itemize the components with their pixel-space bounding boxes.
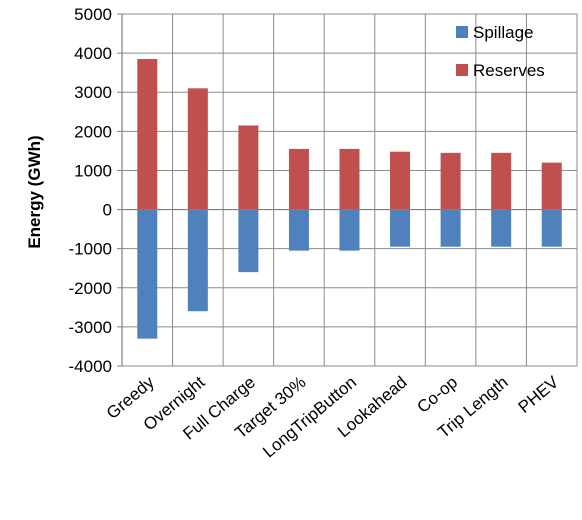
bar-reserves-3 (288, 148, 309, 210)
bar-reserves-8 (541, 162, 562, 210)
y-tick-label: 4000 (74, 44, 112, 63)
bar-spillage-6 (440, 209, 461, 247)
axes (117, 13, 577, 367)
bar-spillage-5 (390, 209, 411, 247)
bar-reserves-0 (137, 58, 158, 210)
bar-reserves-1 (187, 88, 208, 210)
y-tick-labels: 5000 4000 3000 2000 1000 0 -1000 -2000 -3000 -400… (69, 5, 112, 376)
y-tick-label: -4000 (69, 357, 112, 376)
bar-spillage-3 (288, 209, 309, 251)
y-tick-label: 2000 (74, 122, 112, 141)
x-tick-label: PHEV (515, 372, 563, 417)
y-tick-label: 1000 (74, 161, 112, 180)
bar-reserves-6 (440, 152, 461, 210)
y-tick-label: -1000 (69, 240, 112, 259)
bar-spillage-7 (491, 209, 512, 247)
bar-reserves-7 (491, 152, 512, 210)
bar-spillage-8 (541, 209, 562, 247)
bar-spillage-2 (238, 209, 259, 273)
y-tick-label: -2000 (69, 279, 112, 298)
y-tick-label: 0 (103, 201, 112, 220)
bars (137, 58, 562, 339)
legend-swatch-reserves (456, 64, 468, 76)
bar-reserves-2 (238, 125, 259, 210)
y-tick-label: 3000 (74, 83, 112, 102)
y-tick-label: -3000 (69, 318, 112, 337)
legend-label-reserves: Reserves (473, 61, 545, 80)
bar-spillage-1 (187, 209, 208, 312)
bar-spillage-0 (137, 209, 158, 339)
legend-label-spillage: Spillage (473, 23, 534, 42)
bar-reserves-4 (339, 148, 360, 210)
legend-swatch-spillage (456, 26, 468, 38)
y-tick-label: 5000 (74, 5, 112, 24)
y-axis-label: Energy (GWh) (25, 135, 44, 248)
bar-spillage-4 (339, 209, 360, 251)
legend: Spillage Reserves (456, 23, 545, 80)
bar-reserves-5 (390, 151, 411, 210)
